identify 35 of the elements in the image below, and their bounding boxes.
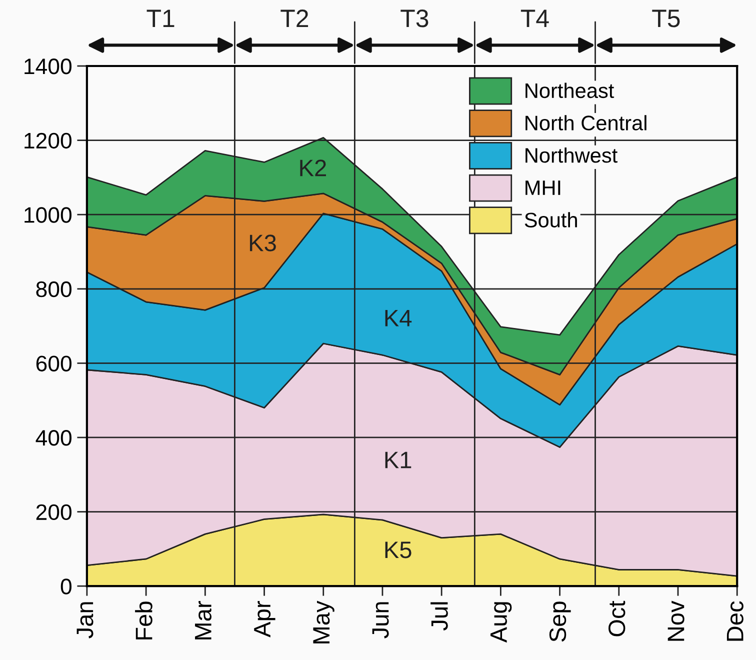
y-tick-label: 200 (36, 504, 72, 520)
annotation: K3 (250, 234, 276, 252)
x-tick-label: Jun (372, 602, 389, 638)
text: T5 (652, 10, 680, 28)
x-tick-label: Jul (430, 602, 448, 630)
legend-label: South (524, 212, 577, 228)
annotation: K2 (300, 160, 326, 176)
y-tick-label: 400 (36, 430, 72, 446)
y-tick-label: 800 (36, 281, 72, 298)
x-tick-label: Apr (254, 601, 276, 638)
annotation: K4 (385, 310, 412, 326)
y-tick-label: 600 (36, 356, 72, 372)
x-tick-label: Dec (726, 601, 744, 641)
x-tick-label: May (313, 600, 334, 644)
text: T2 (280, 10, 308, 28)
x-tick-label: Feb (135, 602, 152, 640)
x-tick-label: Sep (549, 602, 571, 642)
y-tick-label: 1000 (24, 207, 72, 223)
legend-label: North Central (526, 115, 646, 130)
legend-label: Northeast (526, 82, 614, 98)
x-tick-label: Nov (668, 600, 684, 641)
x-tick-label: Aug (490, 602, 512, 643)
x-tick-label: Jan (76, 602, 94, 638)
legend-label: MHI (526, 180, 560, 195)
legend-label: Northwest (526, 147, 618, 163)
text: T4 (520, 10, 549, 28)
x-tick-label: Mar (195, 601, 212, 640)
annotation: K1 (385, 452, 412, 468)
x-tick-label: Oct (608, 600, 626, 636)
y-tick-label: 1400 (24, 58, 72, 74)
y-tick-label: 0 (60, 578, 72, 594)
text: T1 (146, 10, 174, 28)
text: T3 (400, 10, 428, 28)
annotation: K5 (385, 542, 412, 558)
y-tick-label: 1200 (24, 132, 72, 149)
